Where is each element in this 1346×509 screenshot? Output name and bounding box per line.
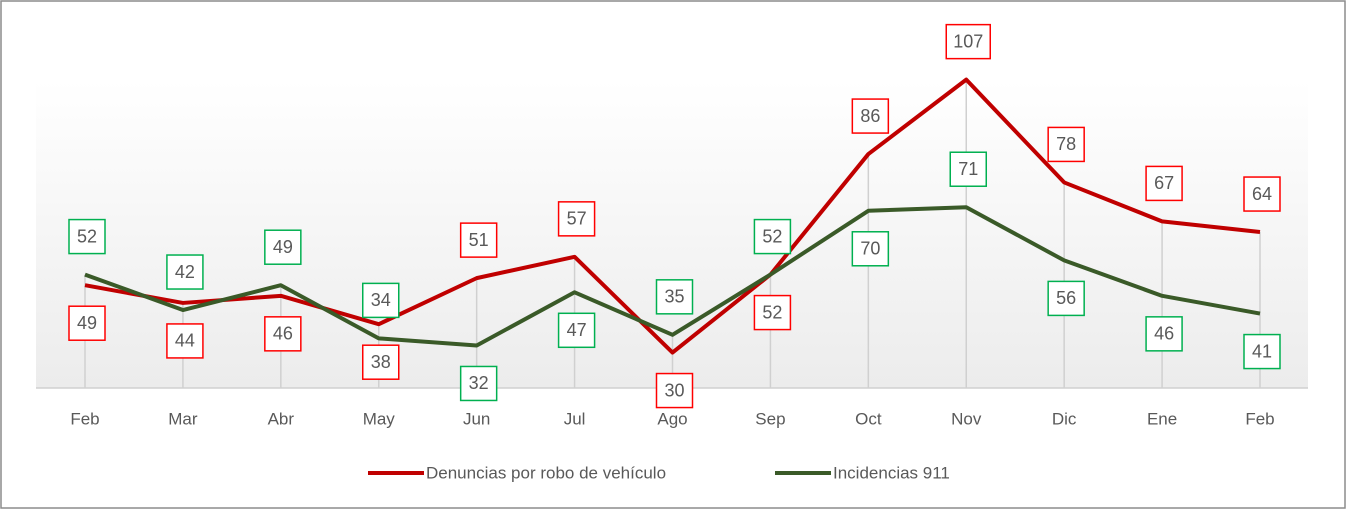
x-tick-label: Dic (1052, 409, 1077, 428)
data-label: 46 (1154, 324, 1174, 344)
data-label: 42 (175, 262, 195, 282)
data-label: 34 (371, 290, 391, 310)
x-tick-label: May (363, 409, 396, 428)
data-label-box (655, 372, 694, 409)
data-label-box (945, 23, 991, 60)
x-tick-label: Abr (268, 409, 295, 428)
data-label: 30 (664, 380, 684, 400)
data-label-box (166, 323, 204, 359)
data-label-box (1047, 280, 1085, 317)
x-tick-label: Ene (1147, 409, 1177, 428)
data-label-box (753, 218, 792, 255)
x-tick-label: Sep (755, 409, 785, 428)
data-label: 35 (664, 287, 684, 307)
series-line (84, 77, 1261, 355)
data-label-box (949, 151, 987, 187)
data-label-box (557, 312, 596, 349)
data-label-box (166, 254, 204, 290)
data-label-box (459, 365, 498, 402)
data-label: 70 (860, 239, 880, 259)
data-label: 52 (762, 302, 782, 322)
data-label: 57 (567, 209, 587, 229)
x-tick-label: Nov (951, 409, 982, 428)
data-label: 38 (371, 352, 391, 372)
legend-label: Denuncias por robo de vehículo (426, 463, 666, 482)
data-label-box (362, 282, 400, 319)
data-label: 67 (1154, 173, 1174, 193)
data-label: 52 (77, 226, 97, 246)
data-label: 49 (273, 237, 293, 257)
data-label: 78 (1056, 134, 1076, 154)
data-label: 44 (175, 331, 195, 351)
x-tick-label: Mar (168, 409, 198, 428)
data-label: 52 (762, 226, 782, 246)
data-label-box (68, 218, 106, 255)
data-label-box (1145, 165, 1183, 202)
data-label-box (1243, 333, 1281, 370)
x-tick-label: Jun (463, 409, 490, 428)
data-label: 32 (469, 373, 489, 393)
data-label-box (655, 279, 694, 315)
data-label-box (264, 229, 302, 265)
data-label: 46 (273, 324, 293, 344)
series-line (84, 205, 1261, 348)
x-tick-label: Jul (564, 409, 586, 428)
data-label: 47 (567, 320, 587, 340)
data-label: 71 (958, 159, 978, 179)
data-label: 51 (469, 230, 489, 250)
data-label-box (1145, 316, 1183, 352)
x-tick-label: Feb (1245, 409, 1274, 428)
data-label-box (68, 305, 106, 341)
data-label: 41 (1252, 341, 1272, 361)
x-tick-label: Feb (70, 409, 99, 428)
x-tick-label: Oct (855, 409, 882, 428)
data-label: 107 (953, 31, 983, 51)
x-tick-label: Ago (657, 409, 687, 428)
data-label-box (851, 98, 890, 134)
data-label: 49 (77, 313, 97, 333)
data-label-box (753, 294, 792, 331)
data-label-box (1243, 176, 1281, 212)
data-label-box (851, 231, 890, 267)
data-label: 56 (1056, 288, 1076, 308)
data-label-box (362, 344, 400, 380)
data-label: 64 (1252, 184, 1272, 204)
data-label-box (1047, 126, 1085, 163)
data-label-box (557, 201, 596, 237)
legend-label: Incidencias 911 (833, 463, 950, 482)
data-label-box (264, 316, 302, 352)
data-label: 86 (860, 106, 880, 126)
data-label-box (459, 222, 498, 258)
